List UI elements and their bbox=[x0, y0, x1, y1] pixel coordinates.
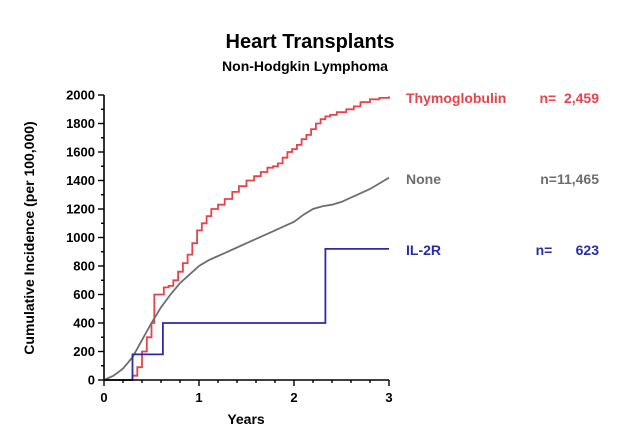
y-tick-label: 600 bbox=[73, 287, 95, 302]
y-tick-label: 200 bbox=[73, 344, 95, 359]
legend-n-il-2r: n= 623 bbox=[536, 242, 600, 258]
plot-area: 0 200 400 600 800 1000 1200 1400 1600 1800 2000 0 1… bbox=[66, 88, 393, 406]
x-tick-label: 0 bbox=[100, 390, 107, 405]
series-line-il-2r bbox=[104, 248, 389, 381]
x-ticks: 0 1 2 3 bbox=[100, 380, 393, 405]
legend-n-none: n=11,465 bbox=[540, 171, 599, 187]
chart-title: Heart Transplants bbox=[226, 31, 395, 53]
y-tick-label: 1000 bbox=[66, 230, 95, 245]
y-tick-label: 1400 bbox=[66, 173, 95, 188]
legend: Thymoglobulin n= 2,459 None n=11,465 IL-2R n=… bbox=[406, 90, 599, 258]
legend-name-il-2r: IL-2R bbox=[406, 242, 441, 258]
series-line-none bbox=[103, 176, 390, 381]
series-line-thymoglobulin bbox=[104, 96, 390, 381]
x-axis-label: Years bbox=[227, 411, 265, 427]
x-tick-label: 3 bbox=[385, 390, 392, 405]
legend-n-thymoglobulin: n= 2,459 bbox=[539, 90, 599, 106]
series-layer bbox=[103, 96, 390, 381]
y-tick-label: 1200 bbox=[66, 202, 95, 217]
chart-subtitle: Non-Hodgkin Lymphoma bbox=[222, 58, 388, 74]
y-tick-label: 2000 bbox=[66, 88, 95, 103]
legend-name-none: None bbox=[406, 171, 441, 187]
y-ticks: 0 200 400 600 800 1000 1200 1400 1600 1800 2000 bbox=[66, 88, 104, 388]
y-tick-label: 1800 bbox=[66, 116, 95, 131]
y-axis-label: Cumulative Incidence (per 100,000) bbox=[21, 121, 37, 354]
y-tick-label: 0 bbox=[88, 373, 95, 388]
x-tick-label: 2 bbox=[290, 390, 297, 405]
y-tick-label: 800 bbox=[73, 259, 95, 274]
y-tick-label: 400 bbox=[73, 316, 95, 331]
y-tick-label: 1600 bbox=[66, 145, 95, 160]
x-tick-label: 1 bbox=[195, 390, 202, 405]
legend-name-thymoglobulin: Thymoglobulin bbox=[406, 90, 506, 106]
